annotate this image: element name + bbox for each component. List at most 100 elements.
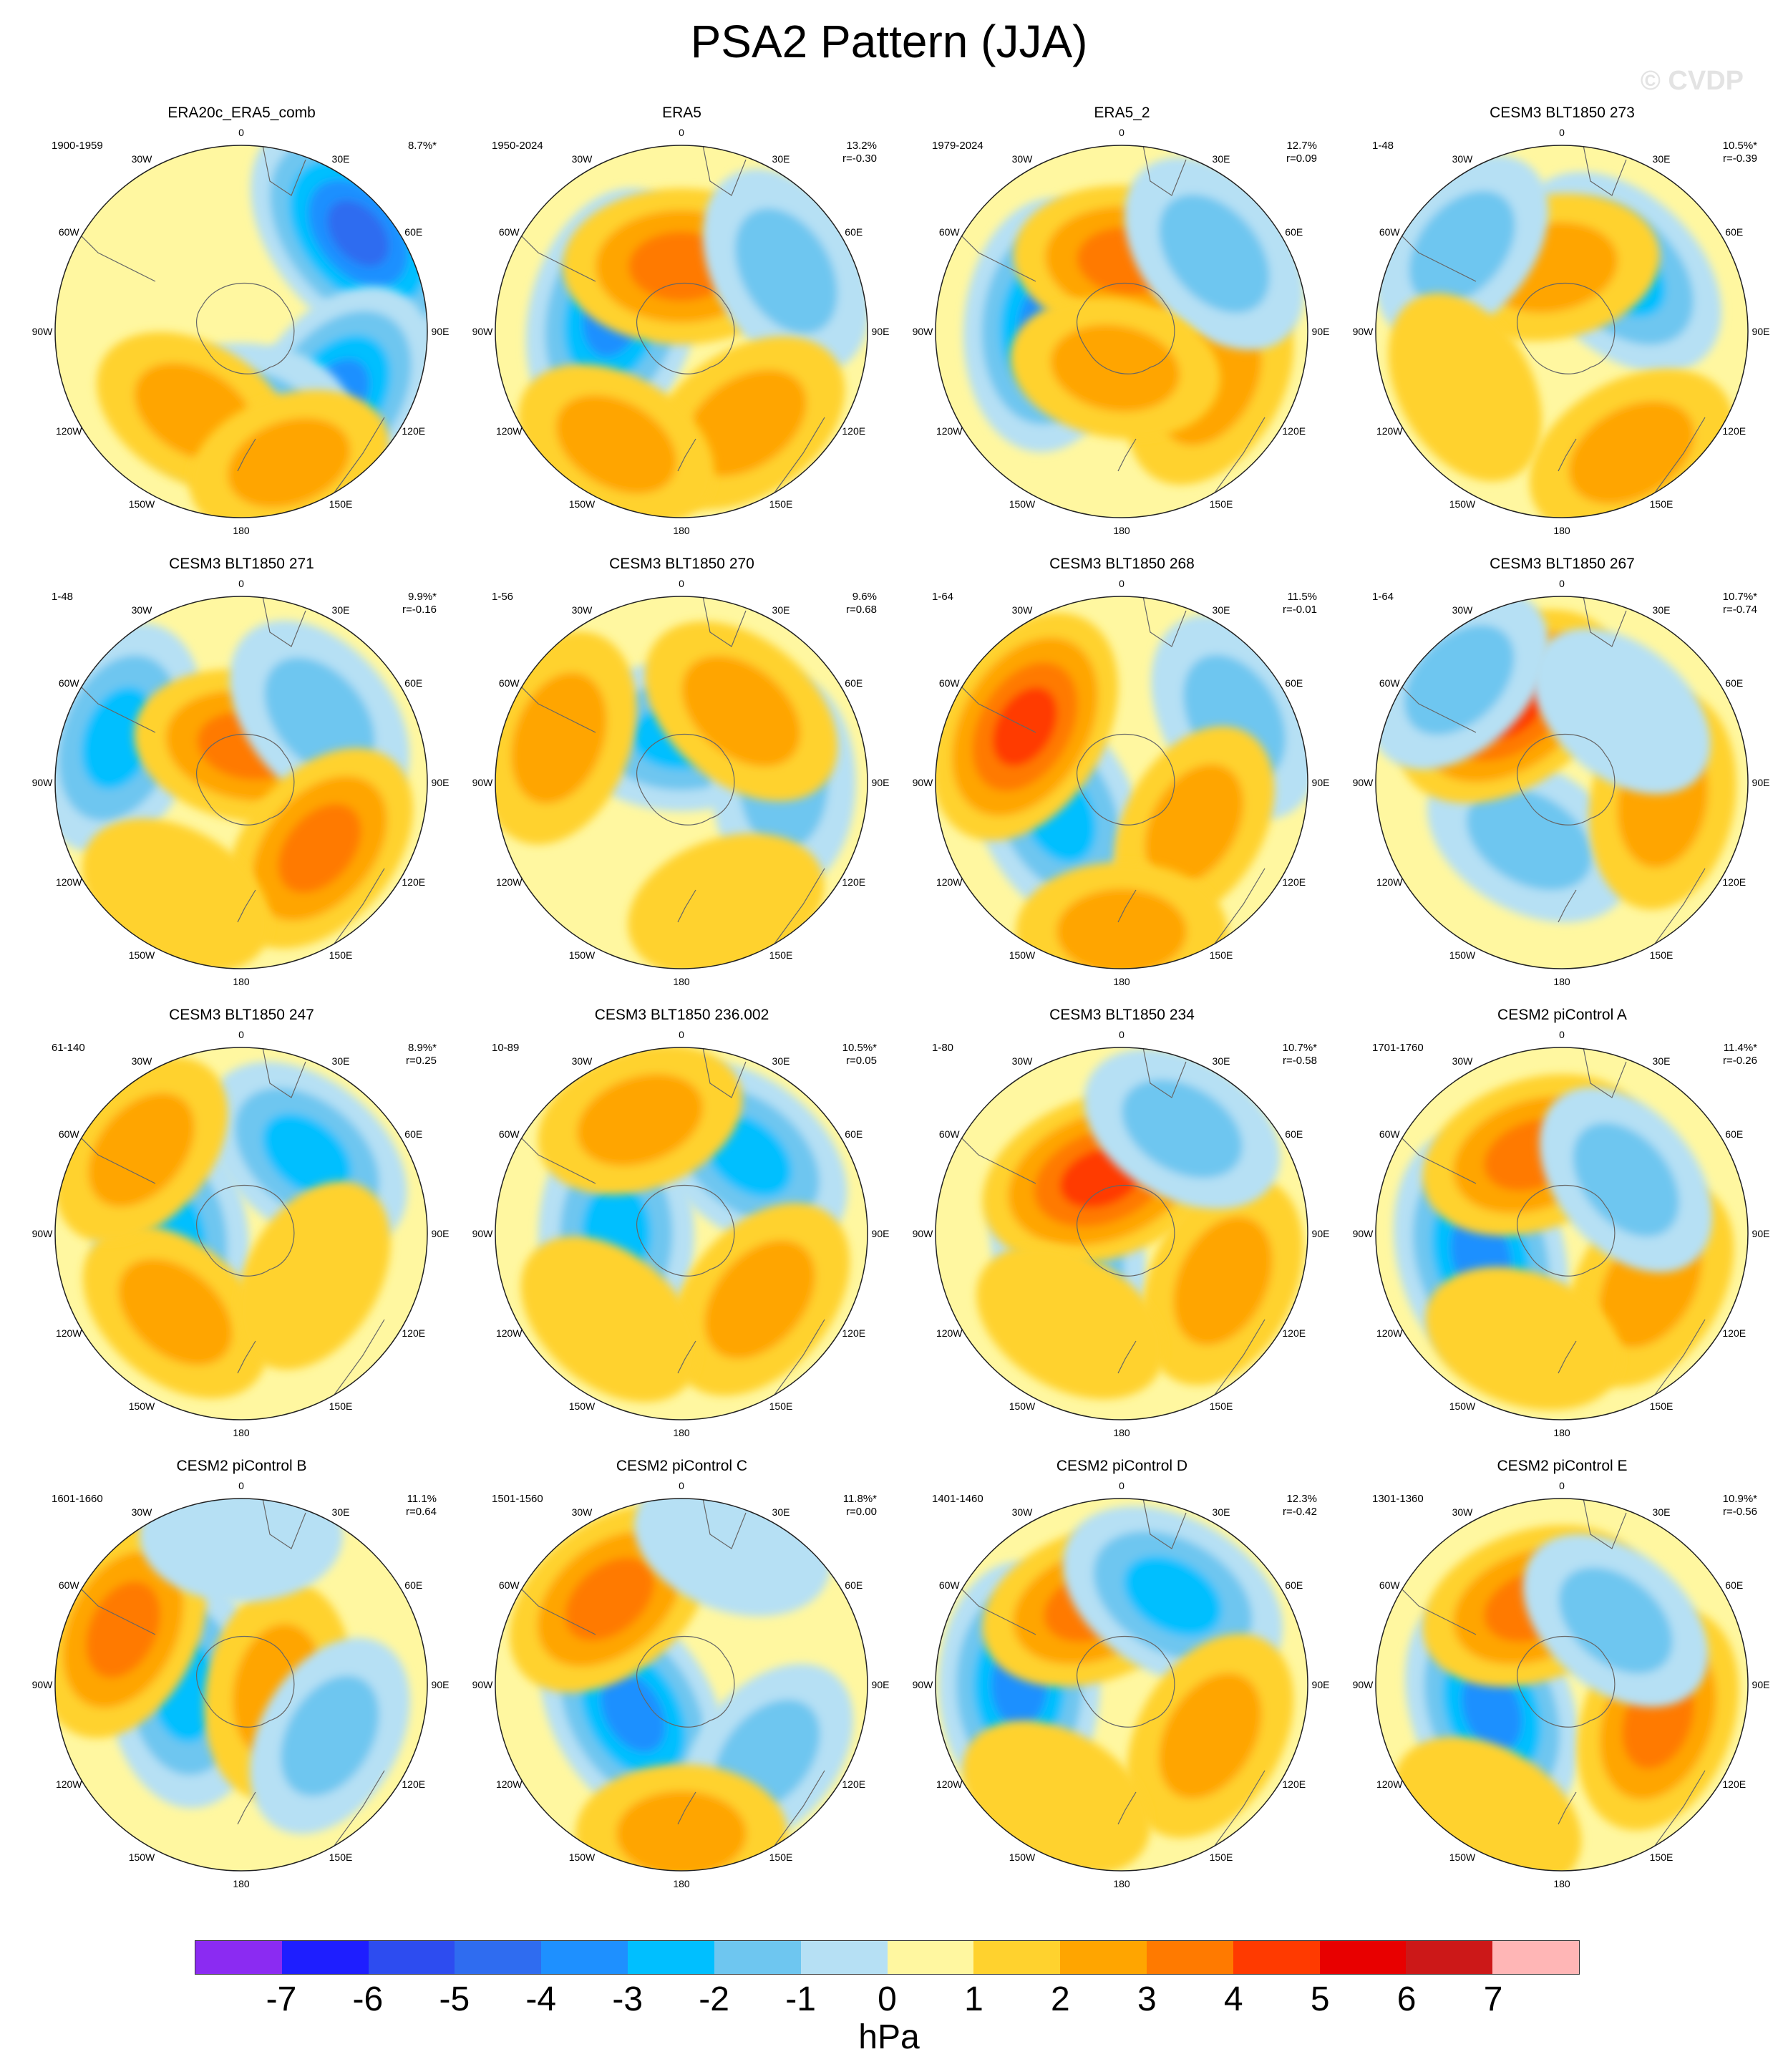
longitude-label: 60E	[1725, 226, 1743, 238]
panel-stats: 11.8%* r=0.00	[843, 1493, 877, 1519]
longitude-label: 150E	[769, 498, 793, 510]
panel-years: 1900-1959	[52, 140, 103, 152]
longitude-label: 0	[1119, 127, 1124, 138]
positive-anomaly	[1010, 297, 1220, 440]
longitude-label: 120E	[842, 1327, 865, 1339]
map-border	[1375, 145, 1749, 518]
longitude-label: 180	[1553, 1427, 1570, 1438]
panel-years: 1301-1360	[1372, 1493, 1424, 1505]
panel-years: 1-64	[932, 591, 954, 603]
longitude-label: 30W	[1012, 1506, 1034, 1518]
panel-correlation: r=0.68	[846, 604, 877, 616]
longitude-label: 30E	[332, 1506, 350, 1518]
longitude-label: 150W	[569, 498, 596, 510]
map-border	[495, 1047, 868, 1420]
panel-stats: 10.7%* r=-0.58	[1283, 1042, 1317, 1068]
new-zealand-coastline	[1117, 1340, 1137, 1374]
colorbar-swatch	[1406, 1941, 1493, 1974]
antarctica-coastline	[195, 1185, 295, 1277]
new-zealand-coastline	[677, 889, 696, 923]
longitude-label: 180	[673, 976, 690, 987]
longitude-label: 90W	[32, 326, 54, 337]
longitude-label: 120W	[936, 1327, 963, 1339]
longitude-label: 60E	[845, 1579, 863, 1591]
map-border	[54, 1498, 428, 1872]
positive-anomaly	[538, 1047, 743, 1195]
map-border	[1375, 596, 1749, 969]
longitude-label: 30W	[1452, 604, 1474, 616]
panel-variance-pct: 10.7%*	[1282, 1042, 1317, 1054]
panel-correlation: r=-0.39	[1723, 153, 1757, 165]
longitude-label: 120E	[1722, 425, 1746, 437]
panel-correlation: r=0.09	[1286, 153, 1317, 165]
positive-anomaly	[82, 1225, 268, 1399]
longitude-label: 60E	[1725, 1579, 1743, 1591]
new-zealand-coastline	[1558, 1340, 1577, 1374]
longitude-label: 150E	[769, 949, 793, 961]
map-panel: CESM3 BLT1850 270 1-56 9.6% r=0.68 0 30E 60E 90…	[462, 555, 902, 1006]
longitude-label: 30W	[1012, 604, 1034, 616]
africa-coastline	[1142, 596, 1187, 647]
panel-years: 1-48	[52, 591, 74, 603]
longitude-label: 150W	[129, 1851, 155, 1863]
longitude-label: 150E	[1650, 949, 1673, 961]
panel-correlation: r=0.25	[406, 1055, 437, 1067]
polar-map: 0 30E 60E 90E 120E 150E 180 150W 120W 90W 60W 30W	[913, 1029, 1330, 1438]
longitude-label: 90W	[1353, 777, 1374, 788]
longitude-label: 30W	[572, 1055, 593, 1067]
africa-coastline	[1583, 145, 1627, 196]
longitude-label: 120E	[842, 876, 865, 888]
positive-anomaly	[1388, 293, 1543, 482]
colorbar-swatch	[714, 1941, 801, 1974]
longitude-label: 120E	[842, 1778, 865, 1790]
colorbar-swatch	[455, 1941, 542, 1974]
positive-anomaly	[1142, 1176, 1303, 1385]
longitude-label: 30W	[132, 1506, 153, 1518]
longitude-label: 30E	[1213, 153, 1230, 165]
antarctica-coastline	[1076, 734, 1175, 826]
colorbar-tick: 1	[964, 1980, 983, 2018]
antarctica-coastline	[195, 283, 295, 374]
colorbar-tick: -2	[699, 1980, 729, 2018]
positive-anomaly	[1425, 1267, 1622, 1410]
longitude-label: 30W	[1452, 153, 1474, 165]
africa-coastline	[702, 1047, 747, 1098]
longitude-label: 30W	[1012, 1055, 1034, 1067]
panel-correlation: r=0.64	[406, 1506, 437, 1518]
longitude-label: 60E	[404, 226, 422, 238]
longitude-label: 120W	[56, 425, 82, 437]
longitude-label: 90E	[432, 777, 450, 788]
panel-title: CESM3 BLT1850 234	[1049, 1007, 1195, 1023]
antarctica-coastline	[1076, 1185, 1175, 1277]
longitude-label: 90E	[1752, 1228, 1770, 1239]
longitude-label: 120W	[936, 876, 963, 888]
longitude-label: 0	[238, 1029, 244, 1040]
colorbar	[195, 1940, 1580, 1975]
panel-title: ERA20c_ERA5_comb	[167, 105, 316, 121]
panel-title: CESM3 BLT1850 270	[609, 556, 754, 572]
africa-coastline	[1583, 1499, 1627, 1549]
map-panel: CESM2 piControl C 1501-1560 11.8%* r=0.00 0 3…	[462, 1457, 902, 1908]
longitude-label: 60W	[59, 226, 80, 238]
panel-stats: 11.4%* r=-0.26	[1723, 1042, 1757, 1068]
colorbar-swatch	[541, 1941, 628, 1974]
longitude-label: 180	[1553, 976, 1570, 987]
longitude-label: 150W	[569, 949, 596, 961]
longitude-label: 90W	[472, 1228, 494, 1239]
longitude-label: 150W	[129, 498, 155, 510]
longitude-label: 60E	[845, 1128, 863, 1140]
longitude-label: 150W	[569, 1851, 596, 1863]
longitude-label: 90E	[872, 777, 890, 788]
colorbar-tick: 0	[878, 1980, 897, 2018]
longitude-label: 0	[238, 127, 244, 138]
polar-map: 0 30E 60E 90E 120E 150E 180 150W 120W 90W 60W 30W	[472, 127, 890, 536]
africa-coastline	[1142, 145, 1187, 196]
longitude-label: 150E	[1650, 1851, 1673, 1863]
new-zealand-coastline	[237, 889, 256, 923]
longitude-label: 60W	[59, 677, 80, 689]
longitude-label: 180	[1553, 525, 1570, 536]
longitude-label: 30W	[1452, 1506, 1474, 1518]
panel-years: 1979-2024	[932, 140, 983, 152]
longitude-label: 60W	[939, 1579, 961, 1591]
panel-title: CESM3 BLT1850 271	[169, 556, 314, 572]
